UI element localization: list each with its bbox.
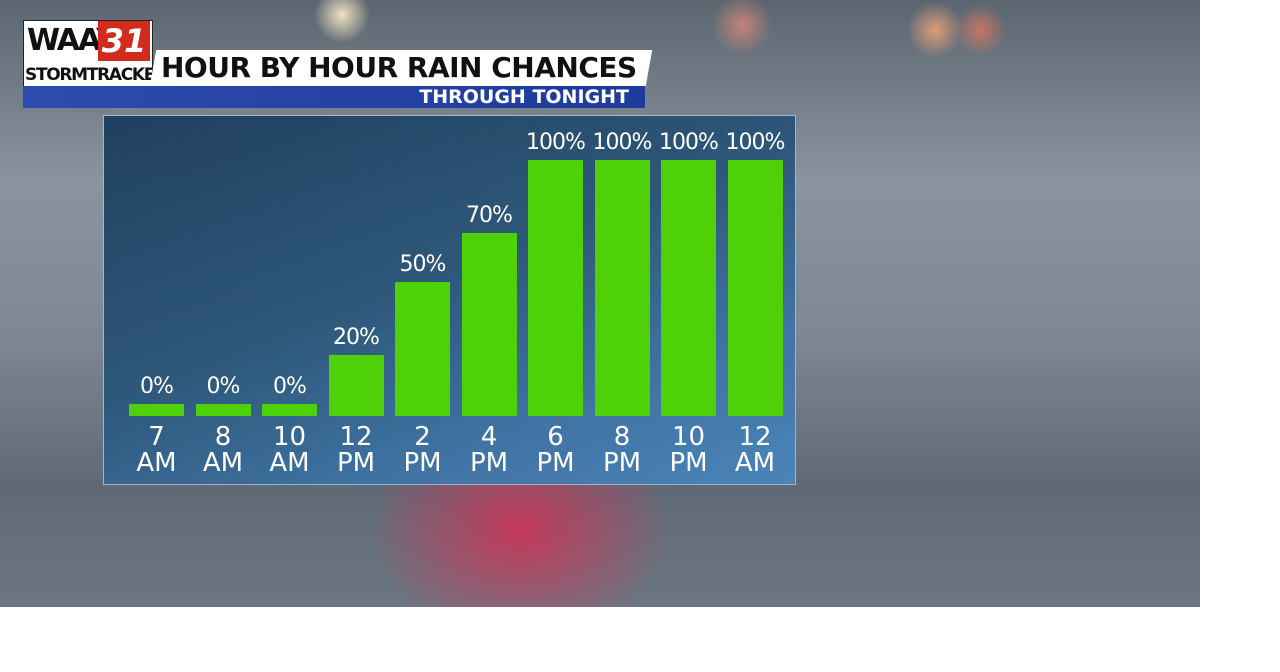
bar bbox=[395, 282, 450, 416]
x-tick-label: 4 PM bbox=[469, 422, 509, 478]
value-label: 100% bbox=[725, 130, 786, 155]
bar bbox=[262, 404, 317, 416]
x-tick-label: 7 AM bbox=[136, 422, 177, 478]
bar bbox=[727, 160, 783, 416]
x-tick-label: 6 PM bbox=[536, 422, 575, 478]
value-label: 0% bbox=[273, 374, 307, 399]
value-label: 0% bbox=[140, 374, 174, 399]
value-label: 100% bbox=[526, 130, 586, 155]
x-tick-label: 12 AM bbox=[734, 422, 776, 478]
value-label: 100% bbox=[659, 130, 719, 155]
subtitle-bar bbox=[23, 86, 645, 108]
x-tick-label: 8 PM bbox=[602, 422, 642, 478]
logo-number: 31 bbox=[98, 21, 150, 61]
chart-subtitle: THROUGH TONIGHT bbox=[419, 86, 629, 108]
logo-sub: STORMTRACKER bbox=[25, 65, 167, 85]
bar bbox=[661, 160, 716, 416]
x-tick-label: 8 AM bbox=[202, 422, 244, 478]
value-label: 100% bbox=[592, 130, 653, 155]
bar bbox=[195, 404, 251, 416]
x-tick-label: 10 PM bbox=[669, 422, 708, 478]
value-label: 20% bbox=[333, 325, 380, 351]
value-label: 70% bbox=[466, 203, 513, 229]
bar bbox=[528, 160, 583, 416]
bar bbox=[328, 355, 384, 416]
header: WAAY 31 STORMTRACKER HOUR BY HOUR RAIN C… bbox=[23, 20, 653, 110]
bar bbox=[129, 404, 184, 416]
x-tick-label: 2 PM bbox=[403, 422, 442, 478]
logo: WAAY 31 STORMTRACKER bbox=[23, 20, 167, 88]
x-tick-label: 10 AM bbox=[269, 422, 310, 478]
value-label: 50% bbox=[399, 252, 447, 277]
bar bbox=[461, 233, 517, 416]
x-tick-label: 12 PM bbox=[336, 422, 376, 478]
chart-title: HOUR BY HOUR RAIN CHANCES bbox=[161, 51, 637, 84]
value-label: 0% bbox=[206, 374, 241, 399]
bar bbox=[594, 160, 650, 416]
